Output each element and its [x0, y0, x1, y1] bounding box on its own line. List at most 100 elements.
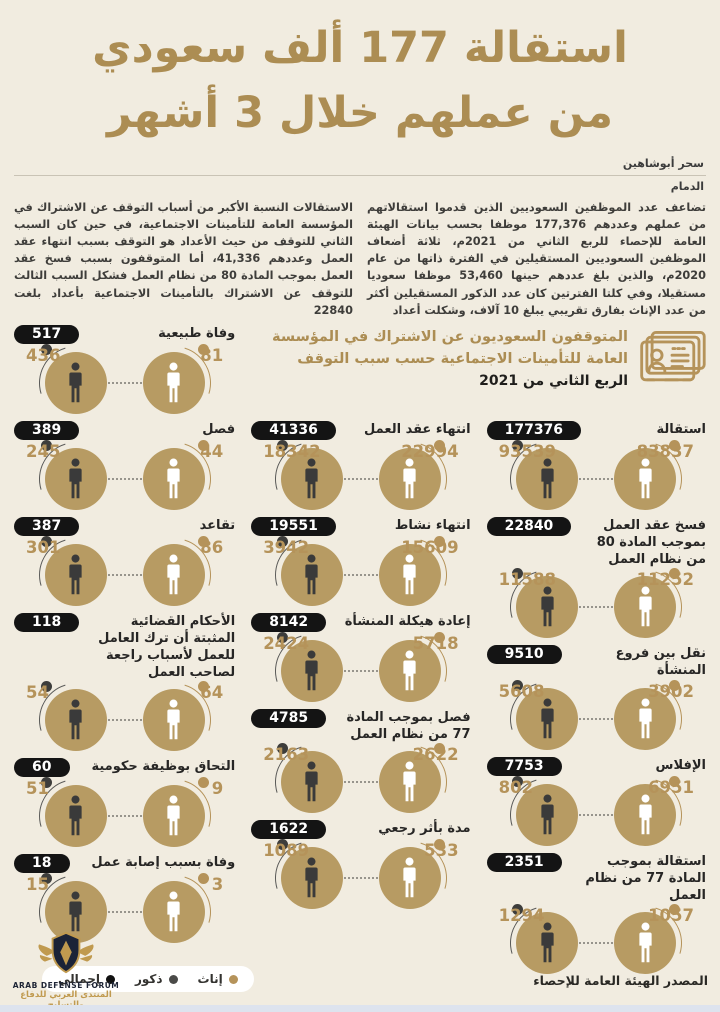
male-circle: [44, 447, 107, 510]
female-figure: [123, 862, 224, 963]
female-figure: [595, 428, 696, 529]
dotted-connector: [343, 781, 378, 784]
stat-head: التحاق بوظيفة حكومية 60: [14, 758, 236, 778]
stats-column-left: وفاة طبيعية 517 436 81: [6, 324, 243, 981]
title-line2: من عملهم خلال 3 أشهر: [106, 88, 614, 139]
chart-header-text: المتوقفون السعوديون عن الاشتراك في المؤس…: [272, 327, 628, 390]
stats-column-right: استقالة 177376 93539 83837: [479, 420, 714, 994]
male-circle: [280, 639, 343, 702]
female-marker-dot-icon: [669, 679, 681, 691]
total-badge: 60: [14, 758, 70, 778]
stat-numbers: 2424 5718: [251, 634, 470, 653]
male-person-icon: [305, 761, 319, 802]
male-marker-dot-icon: [276, 439, 288, 451]
stat-head: فسخ عقد العمل بموجب المادة 80 من نظام ال…: [486, 516, 706, 568]
stat-head: انتهاء نشاط 19551: [251, 516, 471, 536]
male-figure: [25, 524, 126, 625]
stat-numbers: 3942 15609: [251, 538, 470, 557]
males-count: 18342: [263, 441, 321, 461]
male-figure: [261, 732, 362, 833]
chart-title-line2: العامة للتأمينات الاجتماعية حسب سبب التو…: [297, 350, 628, 367]
legend-item-males: ذكور: [135, 972, 178, 986]
male-circle: [516, 912, 579, 975]
stat-block: نقل بين فروع المنشأة 9510 5608 3902: [486, 645, 706, 769]
total-badge: 19551: [251, 516, 336, 536]
stat-numbers: 802 6951: [487, 778, 706, 797]
stat-block: الإفلاس 7753 802 6951: [486, 756, 706, 865]
stat-figure: [251, 524, 470, 625]
masthead: استقالة 177 ألف سعودي من عملهم خلال 3 أش…: [0, 0, 720, 193]
stat-label: فصل: [202, 421, 236, 437]
male-marker-dot-icon: [40, 535, 52, 547]
male-figure: [261, 828, 362, 929]
dotted-connector: [107, 719, 142, 722]
female-circle: [614, 576, 677, 639]
male-figure: [497, 557, 598, 658]
females-count: 11252: [636, 570, 694, 590]
males-count: 245: [26, 441, 61, 461]
bottom-edge-strip: [0, 1005, 720, 1012]
total-badge: 22840: [486, 516, 572, 536]
males-count: 54: [26, 683, 49, 703]
stat-head: فصل بموجب المادة 77 من نظام العمل 4785: [251, 708, 471, 743]
stat-numbers: 2163 2622: [251, 745, 470, 764]
stat-block: وفاة بسبب إصابة عمل 18 15 3: [14, 854, 236, 963]
dotted-connector: [579, 477, 614, 480]
male-figure: [25, 428, 126, 529]
divider: [14, 174, 706, 176]
stat-figure: [14, 766, 235, 867]
total-badge: 517: [14, 324, 80, 344]
males-count: 2163: [263, 745, 310, 765]
total-badge: 4785: [251, 708, 327, 728]
stat-head: الإفلاس 7753: [486, 756, 706, 776]
male-marker-dot-icon: [276, 743, 288, 755]
female-person-icon: [167, 891, 180, 932]
chart-header: المتوقفون السعوديون عن الاشتراك في المؤس…: [243, 325, 714, 411]
stat-head: مدة بأثر رجعي 1622: [251, 820, 471, 840]
stat-label: التحاق بوظيفة حكومية: [91, 759, 236, 775]
females-count: 1057: [648, 906, 694, 926]
page-title: استقالة 177 ألف سعودي من عملهم خلال 3 أش…: [14, 16, 706, 147]
female-marker-dot-icon: [433, 535, 445, 547]
female-marker-dot-icon: [433, 743, 445, 755]
female-marker-dot-icon: [197, 681, 209, 693]
females-count: 81: [200, 345, 224, 365]
female-person-icon: [167, 795, 180, 836]
stat-head: انتهاء عقد العمل 41336: [251, 420, 471, 440]
stat-label: وفاة بسبب إصابة عمل: [91, 855, 236, 871]
male-marker-dot-icon: [512, 568, 524, 580]
female-circle: [614, 687, 677, 750]
stat-block: إعادة هيكلة المنشأة 8142 2424 5718: [251, 612, 471, 721]
male-marker-dot-icon: [40, 681, 52, 693]
male-figure: [261, 524, 362, 625]
dotted-connector: [579, 942, 614, 945]
stat-label: إعادة هيكلة المنشأة: [344, 613, 471, 629]
female-figure: [123, 670, 224, 771]
females-count: 3902: [648, 681, 694, 701]
female-person-icon: [639, 458, 652, 499]
stat-numbers: 245 44: [14, 442, 235, 461]
female-circle: [378, 447, 441, 510]
male-person-icon: [541, 794, 554, 834]
watermark-shield-icon: [38, 931, 94, 974]
female-circle: [142, 881, 205, 944]
dotted-connector: [107, 477, 142, 480]
female-person-icon: [403, 458, 417, 499]
male-person-icon: [305, 458, 319, 499]
male-marker-dot-icon: [512, 775, 524, 787]
female-circle: [614, 783, 677, 846]
females-count: 83837: [636, 441, 694, 461]
dotted-connector: [579, 606, 614, 609]
title-line1: استقالة 177 ألف سعودي: [92, 23, 629, 73]
female-circle: [142, 351, 205, 414]
male-figure: [261, 428, 362, 529]
male-marker-dot-icon: [276, 535, 288, 547]
male-figure: [497, 668, 598, 769]
male-figure: [497, 764, 598, 865]
stat-block: فصل 389 245 44: [14, 420, 236, 529]
females-count: 64: [200, 683, 224, 703]
stat-head: فصل 389: [14, 420, 236, 440]
stat-figure: [14, 862, 235, 963]
female-marker-dot-icon: [197, 439, 209, 451]
